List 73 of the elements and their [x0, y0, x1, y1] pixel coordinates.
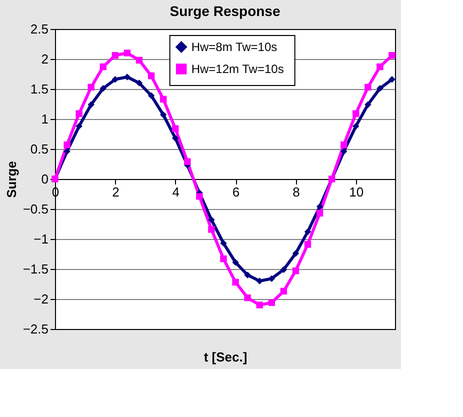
x-tick-label: 6 — [232, 184, 240, 200]
point — [256, 302, 263, 308]
y-tick-label: −1.5 — [22, 262, 48, 276]
point — [112, 76, 119, 83]
x-tick-label: 8 — [292, 184, 300, 200]
point — [352, 110, 360, 117]
point — [364, 84, 372, 91]
point — [184, 158, 191, 165]
point — [316, 203, 324, 210]
point — [376, 85, 384, 92]
point — [220, 255, 227, 262]
point — [232, 278, 239, 286]
point — [376, 63, 384, 70]
point — [64, 148, 70, 155]
point — [88, 101, 94, 108]
point — [232, 259, 239, 266]
point — [268, 275, 275, 282]
point — [148, 92, 155, 99]
point — [76, 122, 82, 130]
y-tick-label: 2 — [41, 52, 48, 66]
point — [364, 101, 372, 108]
point — [388, 76, 396, 83]
point — [316, 210, 324, 217]
y-tick-label: −2.5 — [22, 322, 48, 336]
point — [136, 80, 143, 86]
point — [388, 52, 396, 59]
point — [124, 50, 131, 56]
point — [208, 216, 215, 224]
point — [304, 241, 312, 248]
y-tick-label: 0 — [41, 172, 48, 186]
y-tick-label: −1 — [34, 232, 48, 246]
point — [244, 294, 251, 302]
point — [292, 267, 300, 274]
y-tick-label: 0.5 — [30, 142, 48, 156]
point — [340, 148, 348, 155]
y-tick-label: 1.5 — [30, 82, 48, 96]
point — [244, 272, 251, 278]
legend-label: Hw=12m Tw=10s — [191, 62, 284, 76]
point — [136, 56, 143, 64]
point — [292, 250, 300, 257]
point — [280, 266, 288, 273]
y-tick-label: −0.5 — [22, 202, 48, 216]
x-tick-label: 10 — [349, 184, 364, 200]
point — [112, 52, 119, 59]
y-tick-label: −2 — [34, 292, 48, 306]
point — [256, 278, 263, 284]
point — [220, 240, 227, 247]
x-tick-label: 4 — [172, 184, 180, 200]
point — [148, 72, 155, 80]
y-tick-label: 2.5 — [30, 22, 48, 36]
point — [172, 125, 179, 132]
point — [100, 63, 106, 70]
point — [100, 85, 106, 92]
point — [196, 193, 203, 200]
point — [268, 299, 275, 306]
point — [88, 84, 94, 91]
point — [340, 141, 348, 148]
x-axis-title: t [Sec.] — [204, 350, 248, 364]
point — [208, 226, 215, 233]
point — [76, 110, 82, 117]
point — [124, 74, 131, 80]
point — [280, 288, 288, 295]
y-tick-label: 1 — [41, 112, 48, 126]
point — [304, 228, 312, 236]
point — [64, 141, 70, 148]
x-tick-label: 2 — [112, 184, 120, 200]
point — [160, 111, 167, 118]
chart-title: Surge Response — [170, 3, 280, 19]
point — [172, 134, 179, 142]
legend-label: Hw=8m Tw=10s — [191, 40, 278, 54]
point — [160, 96, 167, 103]
point — [352, 122, 360, 130]
y-axis-title: Surge — [4, 161, 19, 198]
